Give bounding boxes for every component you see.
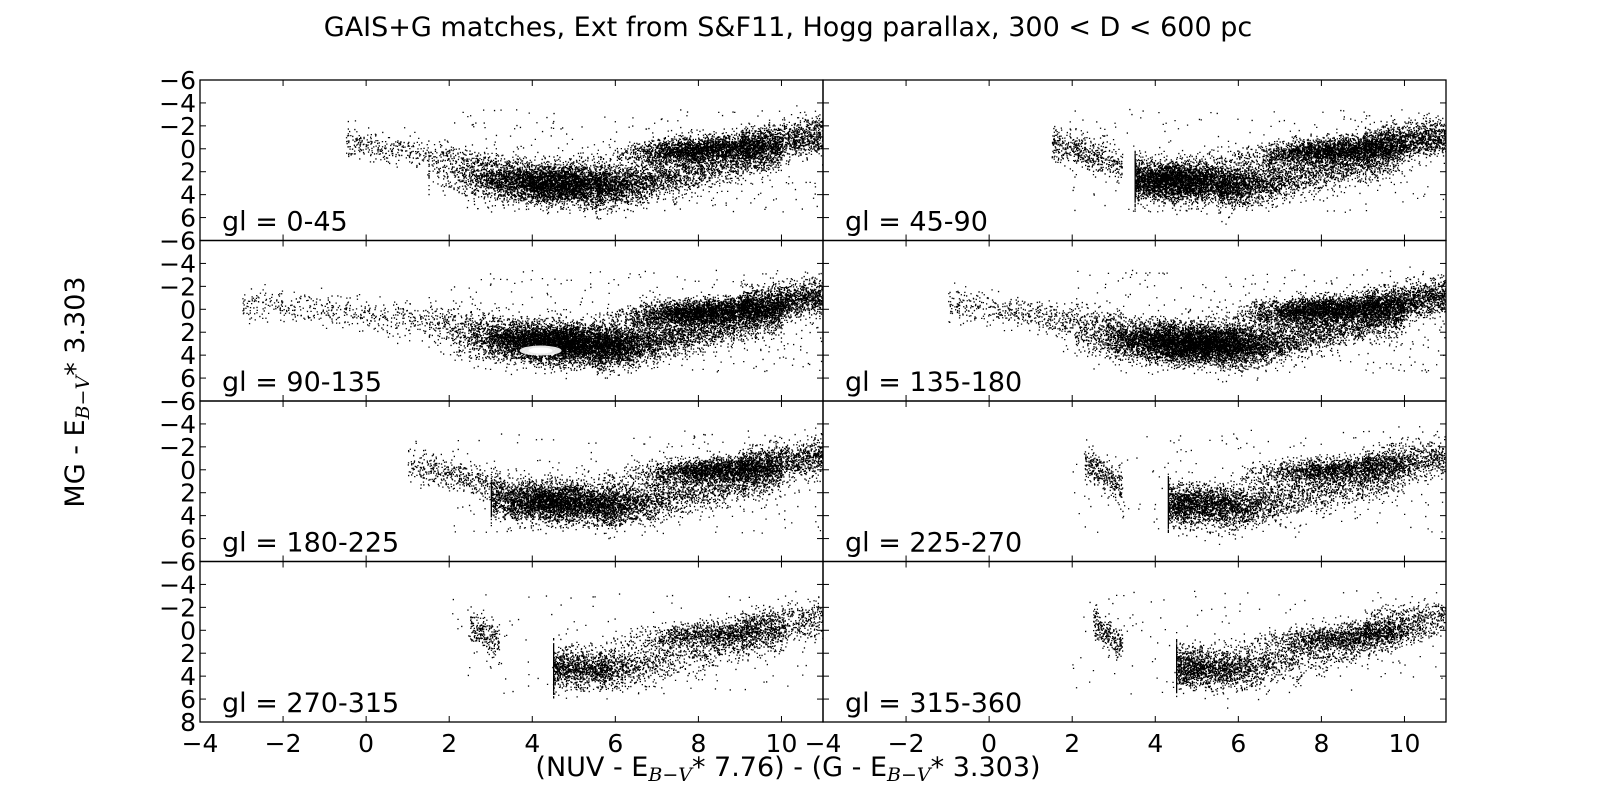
y-label-part-2: * 3.303 xyxy=(60,276,91,375)
scatter-dots xyxy=(408,428,825,540)
chart-title: GAIS+G matches, Ext from S&F11, Hogg par… xyxy=(324,12,1252,43)
x-tick-label: −2 xyxy=(888,729,925,758)
x-label-part-3: * 3.303) xyxy=(931,752,1041,783)
density-highlight-core xyxy=(529,348,553,354)
panel-4: gl = 135-180 xyxy=(823,241,1447,402)
scatter-dots xyxy=(1052,109,1448,225)
x-tick-label: −2 xyxy=(265,729,302,758)
x-label-subscript-1: B−V xyxy=(647,764,694,786)
panel-label: gl = 315-360 xyxy=(845,688,1022,719)
x-label-subscript-2: B−V xyxy=(886,764,933,786)
scatter-dots xyxy=(1073,426,1448,545)
panel-6: gl = 225-270 xyxy=(823,401,1447,562)
panel-label: gl = 180-225 xyxy=(222,528,399,559)
x-tick-label: 2 xyxy=(1064,729,1080,758)
scatter-dots xyxy=(346,105,824,219)
panel-label: gl = 90-135 xyxy=(222,367,382,398)
panel-label: gl = 135-180 xyxy=(845,367,1022,398)
x-axis-label: (NUV - EB−V* 7.76) - (G - EB−V* 3.303) xyxy=(535,752,1040,786)
panel-label: gl = 0-45 xyxy=(222,207,348,238)
x-tick-label: 10 xyxy=(1389,729,1421,758)
panel-label: gl = 270-315 xyxy=(222,688,399,719)
scatter-dots xyxy=(1072,590,1447,708)
scatter-points xyxy=(1052,109,1448,225)
scatter-points xyxy=(346,105,824,219)
y-label-part-1: MG - E xyxy=(60,419,91,507)
y-axis-label: MG - EB−V* 3.303 xyxy=(60,276,94,507)
x-tick-label: 8 xyxy=(1313,729,1329,758)
scatter-points xyxy=(408,428,825,540)
x-label-part-2: * 7.76) - (G - E xyxy=(692,752,887,783)
x-tick-label: 2 xyxy=(441,729,457,758)
panel-2: gl = 45-90 xyxy=(823,80,1447,241)
y-label-subscript: B−V xyxy=(72,374,94,421)
x-tick-label: 6 xyxy=(1230,729,1246,758)
scatter-points xyxy=(1072,590,1447,708)
panel-label: gl = 45-90 xyxy=(845,207,988,238)
scatter-points xyxy=(452,591,824,700)
scatter-dots xyxy=(948,267,1447,383)
scatter-dots xyxy=(452,591,824,700)
panel-label: gl = 225-270 xyxy=(845,528,1022,559)
scatter-points xyxy=(1073,426,1448,545)
scatter-points xyxy=(948,267,1447,383)
scatter-dots xyxy=(242,270,824,379)
x-label-part-1: (NUV - E xyxy=(535,752,648,783)
x-tick-label: 4 xyxy=(1147,729,1163,758)
x-tick-label: −4 xyxy=(182,729,219,758)
x-tick-label: 0 xyxy=(358,729,374,758)
scatter-points xyxy=(242,270,824,379)
